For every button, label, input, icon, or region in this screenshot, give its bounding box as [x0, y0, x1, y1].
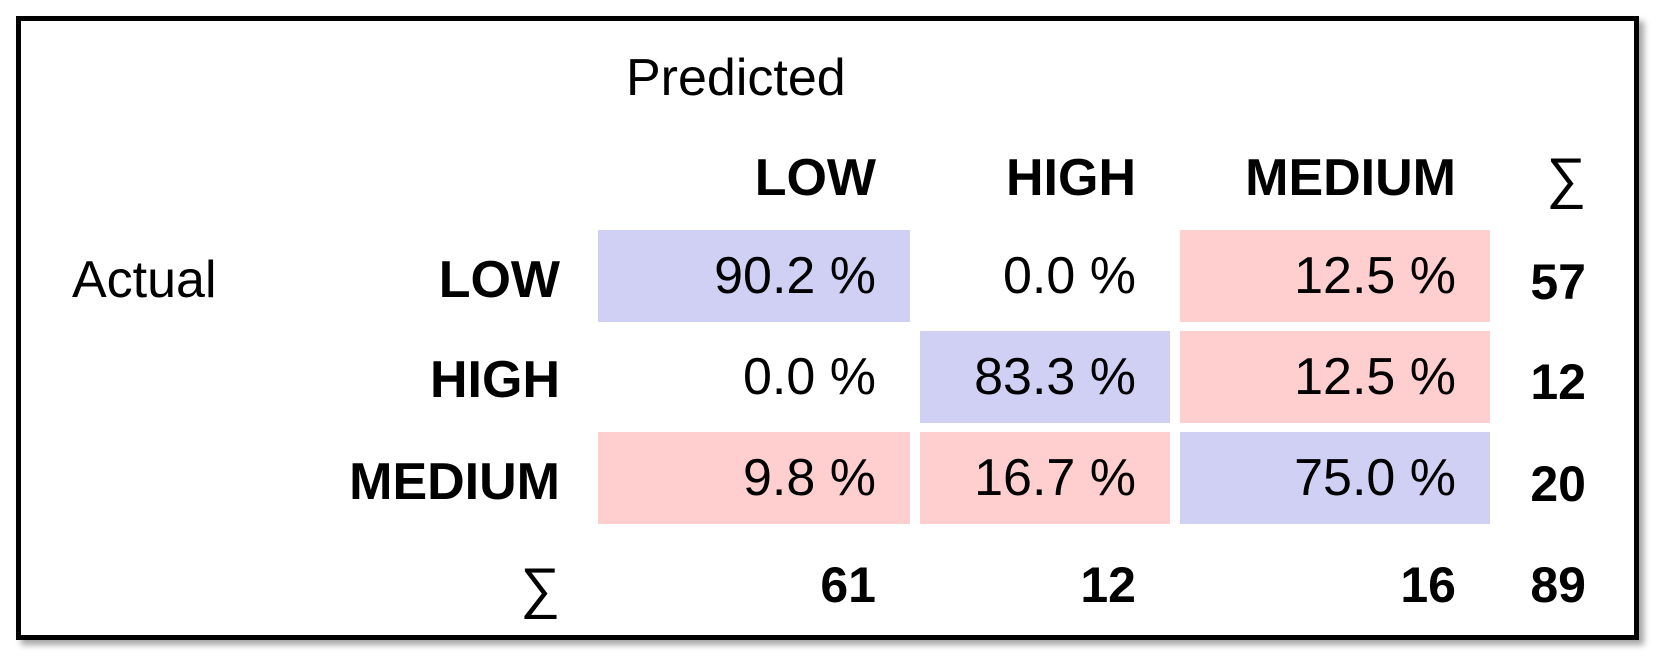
cell-medium-low: 9.8 %	[598, 432, 910, 524]
cell-high-high: 83.3 %	[920, 331, 1170, 423]
row-header-high: HIGH	[430, 351, 560, 409]
column-total-low: 61	[820, 557, 876, 613]
column-header-low: LOW	[754, 149, 876, 207]
predicted-axis-title: Predicted	[626, 49, 846, 107]
column-header-sum: ∑	[1546, 146, 1586, 209]
row-header-medium: MEDIUM	[349, 453, 560, 511]
row-header-sum: ∑	[520, 556, 560, 619]
cell-low-high: 0.0 %	[920, 230, 1170, 322]
confusion-matrix-frame	[16, 16, 1639, 640]
column-header-high: HIGH	[1006, 149, 1136, 207]
cell-high-medium: 12.5 %	[1180, 331, 1490, 423]
row-header-low: LOW	[438, 251, 560, 309]
column-total-high: 12	[1080, 557, 1136, 613]
row-total-high: 12	[1530, 354, 1586, 410]
cell-low-low: 90.2 %	[598, 230, 910, 322]
actual-axis-title: Actual	[72, 251, 217, 309]
row-total-medium: 20	[1530, 456, 1586, 512]
cell-medium-high: 16.7 %	[920, 432, 1170, 524]
column-total-medium: 16	[1400, 557, 1456, 613]
cell-medium-medium: 75.0 %	[1180, 432, 1490, 524]
column-header-medium: MEDIUM	[1245, 149, 1456, 207]
cell-low-medium: 12.5 %	[1180, 230, 1490, 322]
cell-high-low: 0.0 %	[598, 331, 910, 423]
row-total-low: 57	[1530, 254, 1586, 310]
grand-total: 89	[1530, 557, 1586, 613]
